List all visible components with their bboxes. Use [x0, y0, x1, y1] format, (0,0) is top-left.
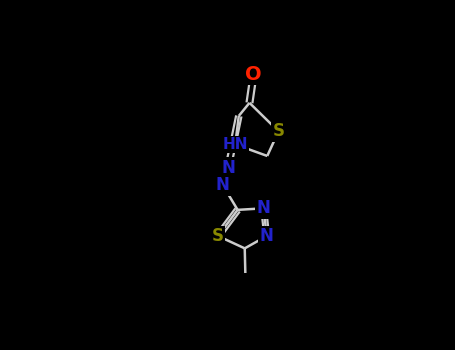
Text: N: N	[221, 159, 235, 176]
Text: N: N	[257, 199, 271, 217]
Text: S: S	[273, 122, 284, 140]
Text: S: S	[212, 227, 224, 245]
Text: N: N	[216, 176, 230, 194]
Text: HN: HN	[222, 137, 248, 152]
Text: N: N	[260, 227, 273, 245]
Text: O: O	[245, 65, 262, 84]
